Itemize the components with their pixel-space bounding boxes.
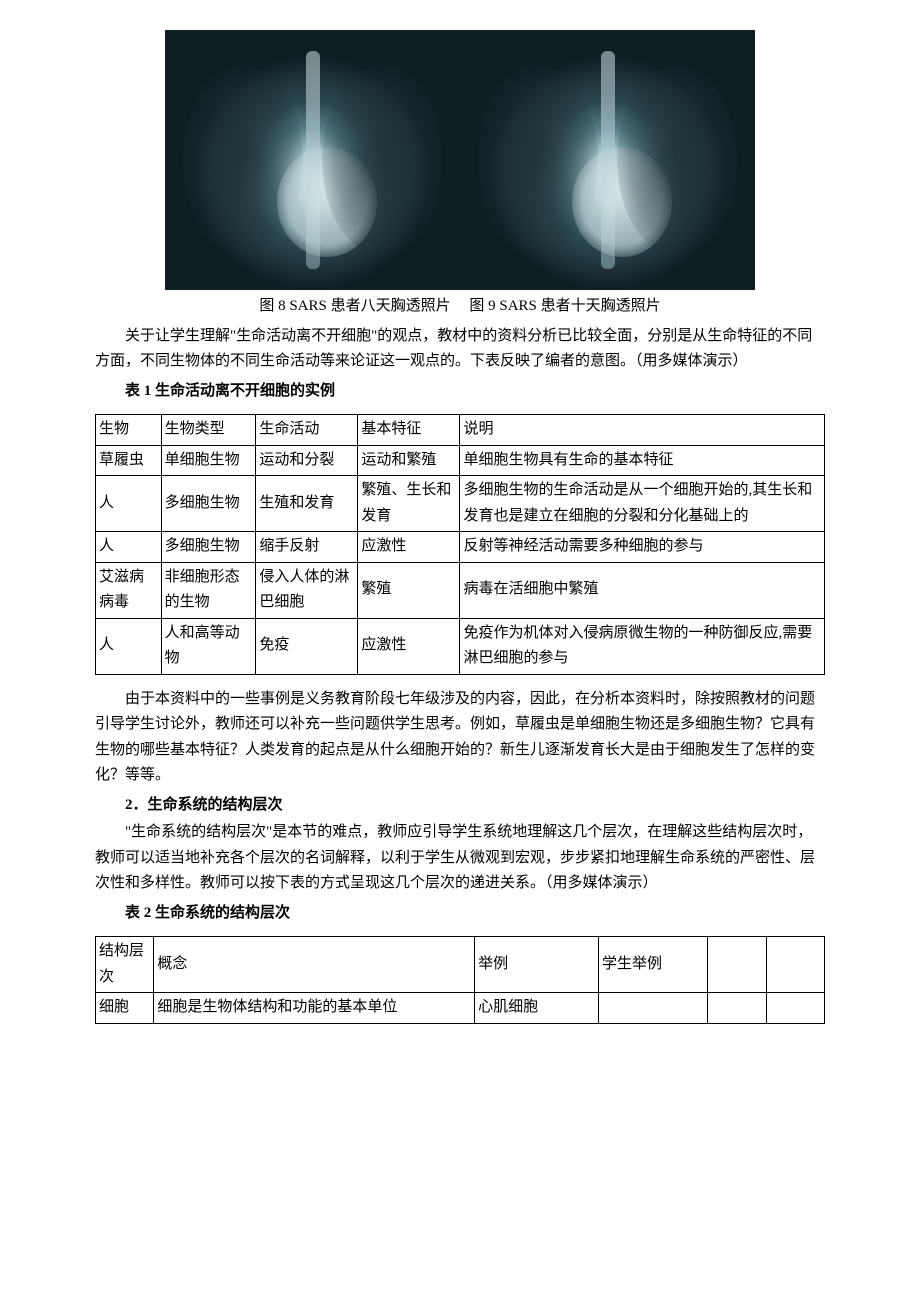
table2-header-cell: 举例 [475, 937, 599, 993]
table1-cell: 草履虫 [96, 445, 162, 476]
table1-cell: 病毒在活细胞中繁殖 [460, 562, 825, 618]
table1: 生物生物类型生命活动基本特征说明草履虫单细胞生物运动和分裂运动和繁殖单细胞生物具… [95, 414, 825, 675]
xray-figure-row [95, 30, 825, 290]
table1-cell: 单细胞生物具有生命的基本特征 [460, 445, 825, 476]
table1-cell: 繁殖、生长和发育 [358, 476, 460, 532]
table2-title: 表 2 生命系统的结构层次 [95, 901, 825, 927]
table2-header-cell: 结构层次 [96, 937, 154, 993]
table1-header-cell: 生物类型 [161, 415, 256, 446]
table1-header-cell: 生物 [96, 415, 162, 446]
table1-cell: 艾滋病病毒 [96, 562, 162, 618]
table1-cell: 人 [96, 476, 162, 532]
table2-cell: 细胞 [96, 993, 154, 1024]
table2-cell [599, 993, 708, 1024]
table1-cell: 非细胞形态的生物 [161, 562, 256, 618]
section2-heading: 2．生命系统的结构层次 [95, 793, 825, 819]
figure-captions: 图 8 SARS 患者八天胸透照片 图 9 SARS 患者十天胸透照片 [95, 294, 825, 320]
table1-cell: 运动和繁殖 [358, 445, 460, 476]
table1-cell: 人和高等动物 [161, 618, 256, 674]
table2-cell: 细胞是生物体结构和功能的基本单位 [154, 993, 475, 1024]
table2-header-cell: 概念 [154, 937, 475, 993]
table1-cell: 多细胞生物的生命活动是从一个细胞开始的,其生长和发育也是建立在细胞的分裂和分化基… [460, 476, 825, 532]
table2-cell [708, 993, 766, 1024]
section2-paragraph: "生命系统的结构层次"是本节的难点，教师应引导学生系统地理解这几个层次，在理解这… [95, 820, 825, 897]
xray-day10 [460, 30, 755, 290]
table1-title: 表 1 生命活动离不开细胞的实例 [95, 379, 825, 405]
table1-cell: 人 [96, 532, 162, 563]
table1-cell: 应激性 [358, 532, 460, 563]
table1-cell: 免疫 [256, 618, 358, 674]
table1-cell: 免疫作为机体对入侵病原微生物的一种防御反应,需要淋巴细胞的参与 [460, 618, 825, 674]
caption-fig8: 图 8 SARS 患者八天胸透照片 [259, 298, 450, 314]
table2-header-cell [708, 937, 766, 993]
table1-cell: 运动和分裂 [256, 445, 358, 476]
intro-paragraph: 关于让学生理解"生命活动离不开细胞"的观点，教材中的资料分析已比较全面，分别是从… [95, 324, 825, 375]
table1-cell: 人 [96, 618, 162, 674]
table1-cell: 生殖和发育 [256, 476, 358, 532]
table1-header-cell: 生命活动 [256, 415, 358, 446]
table1-cell: 繁殖 [358, 562, 460, 618]
table1-cell: 侵入人体的淋巴细胞 [256, 562, 358, 618]
table1-cell: 应激性 [358, 618, 460, 674]
table1-header-cell: 基本特征 [358, 415, 460, 446]
table1-cell: 多细胞生物 [161, 476, 256, 532]
table2-cell: 心肌细胞 [475, 993, 599, 1024]
table1-cell: 多细胞生物 [161, 532, 256, 563]
xray-day8 [165, 30, 460, 290]
table2-cell [766, 993, 824, 1024]
caption-fig9: 图 9 SARS 患者十天胸透照片 [469, 298, 660, 314]
table1-header-cell: 说明 [460, 415, 825, 446]
after-table1-paragraph: 由于本资料中的一些事例是义务教育阶段七年级涉及的内容，因此，在分析本资料时，除按… [95, 687, 825, 789]
table1-cell: 单细胞生物 [161, 445, 256, 476]
table2-header-cell [766, 937, 824, 993]
table1-cell: 缩手反射 [256, 532, 358, 563]
table2: 结构层次概念举例学生举例细胞细胞是生物体结构和功能的基本单位心肌细胞 [95, 936, 825, 1024]
table1-cell: 反射等神经活动需要多种细胞的参与 [460, 532, 825, 563]
table2-header-cell: 学生举例 [599, 937, 708, 993]
